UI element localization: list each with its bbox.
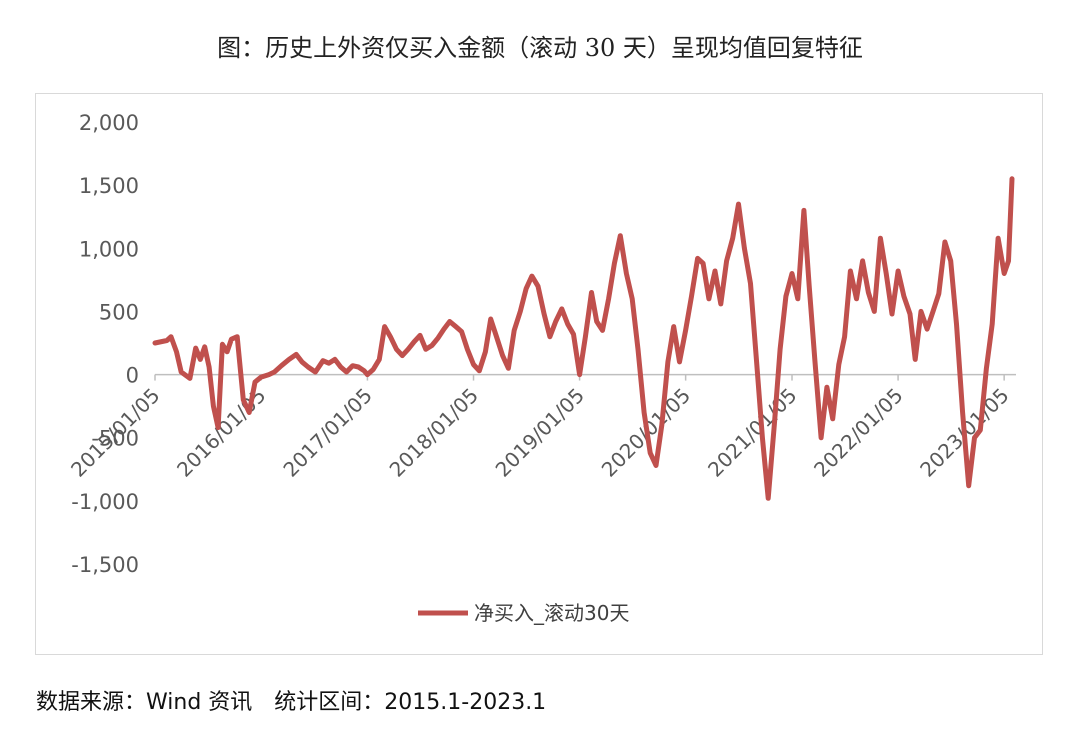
source-note: 数据来源：Wind 资讯 统计区间：2015.1-2023.1 bbox=[36, 690, 547, 715]
y-tick-label: -1,000 bbox=[71, 490, 139, 514]
y-tick-label: -1,500 bbox=[71, 553, 139, 577]
y-tick-label: 2,000 bbox=[79, 111, 139, 135]
y-tick-label: 1,500 bbox=[79, 174, 139, 198]
legend: 净买入_滚动30天 bbox=[418, 601, 629, 625]
y-tick-label: 1,000 bbox=[79, 237, 139, 261]
y-tick-label: -500 bbox=[91, 427, 139, 451]
chart-title: 图：历史上外资仅买入金额（滚动 30 天）呈现均值回复特征 bbox=[217, 34, 863, 62]
x-tick-label: 2017/01/05 bbox=[278, 383, 376, 481]
legend-label: 净买入_滚动30天 bbox=[474, 601, 629, 625]
y-axis: 2,000 1,500 1,000 500 0 -500 -1,000 -1,500 bbox=[71, 111, 139, 577]
y-tick-label: 0 bbox=[126, 364, 139, 388]
x-tick-label: 2021/01/05 bbox=[703, 383, 801, 481]
x-axis: 2015/01/05 2016/01/05 2017/01/05 2018/01/05… bbox=[66, 374, 1014, 482]
series-line-净买入 bbox=[152, 176, 1015, 501]
x-tick-label: 2019/01/05 bbox=[491, 383, 589, 481]
x-tick-label: 2018/01/05 bbox=[385, 383, 483, 481]
chart-frame bbox=[35, 93, 1043, 655]
y-tick-label: 500 bbox=[99, 300, 139, 324]
x-tick-label: 2015/01/05 bbox=[66, 383, 164, 481]
